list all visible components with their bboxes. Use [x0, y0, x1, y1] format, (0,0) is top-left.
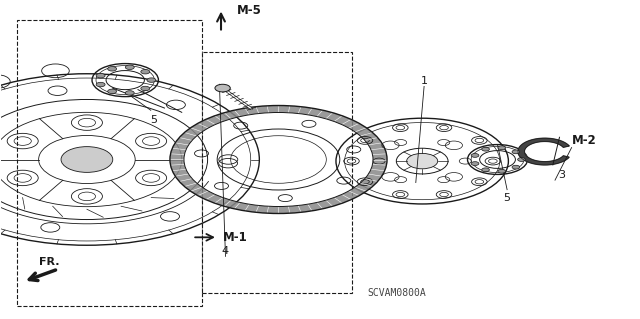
- Text: 5: 5: [504, 193, 511, 203]
- Circle shape: [125, 91, 134, 95]
- Circle shape: [471, 153, 479, 157]
- Text: 4: 4: [222, 246, 229, 256]
- Text: 5: 5: [150, 115, 157, 125]
- Circle shape: [498, 169, 506, 173]
- Text: M-2: M-2: [572, 134, 597, 147]
- Circle shape: [108, 67, 116, 71]
- Circle shape: [518, 158, 525, 161]
- Polygon shape: [518, 138, 569, 165]
- Text: SCVAM0800A: SCVAM0800A: [367, 288, 426, 298]
- Text: M-5: M-5: [237, 4, 262, 17]
- Circle shape: [141, 70, 150, 74]
- Circle shape: [482, 168, 490, 172]
- Polygon shape: [170, 106, 387, 213]
- Bar: [17, 20, 202, 306]
- Circle shape: [512, 165, 520, 169]
- Bar: [202, 51, 352, 293]
- Circle shape: [61, 147, 113, 172]
- Circle shape: [512, 150, 520, 154]
- Circle shape: [215, 84, 230, 92]
- Text: FR.: FR.: [39, 256, 60, 267]
- Circle shape: [96, 73, 105, 78]
- Circle shape: [498, 146, 506, 150]
- Text: 3: 3: [558, 170, 565, 180]
- Circle shape: [96, 82, 105, 87]
- Circle shape: [108, 89, 116, 93]
- Text: M-1: M-1: [223, 231, 248, 244]
- Text: 1: 1: [420, 77, 428, 86]
- Circle shape: [482, 147, 490, 151]
- Circle shape: [471, 162, 479, 166]
- Circle shape: [147, 78, 156, 82]
- Circle shape: [125, 65, 134, 70]
- Circle shape: [141, 86, 150, 91]
- Circle shape: [406, 153, 438, 169]
